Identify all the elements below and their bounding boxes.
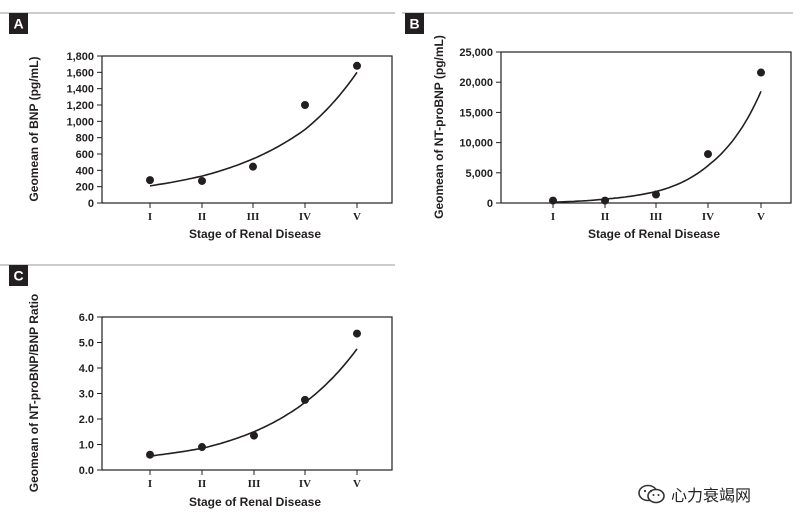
x-tick-label: V <box>757 211 765 223</box>
y-tick-label: 0.0 <box>79 465 94 477</box>
chart-panel-a: A 0 200 400 600 800 1,000 1,200 1,400 1,600 1,800 I… <box>0 12 395 241</box>
data-point <box>301 395 309 404</box>
y-tick-label: 0 <box>487 198 493 210</box>
data-point <box>549 196 557 205</box>
panel-letter: B <box>409 16 419 32</box>
x-axis-title: Stage of Renal Disease <box>189 227 321 241</box>
x-tick-label: V <box>353 211 361 223</box>
y-tick-label: 5.0 <box>79 338 94 350</box>
data-point <box>353 61 361 70</box>
x-axis-title: Stage of Renal Disease <box>189 495 321 509</box>
x-tick-label: I <box>148 211 152 223</box>
fit-curve <box>149 71 358 187</box>
y-axis-title: Geomean of BNP (pg/mL) <box>27 56 41 201</box>
y-tick-label: 400 <box>76 165 94 177</box>
y-tick-label: 1,400 <box>66 84 94 96</box>
y-tick-label: 6.0 <box>79 312 94 324</box>
y-tick-label: 1.0 <box>79 440 94 452</box>
x-tick-label: IV <box>299 478 311 490</box>
plot-frame <box>101 55 393 204</box>
x-tick-label: V <box>353 478 361 490</box>
y-tick-label: 25,000 <box>459 47 493 59</box>
data-point <box>353 329 361 338</box>
data-point <box>704 150 712 159</box>
x-tick-label: IV <box>299 211 311 223</box>
data-point <box>601 196 609 205</box>
fit-curve <box>552 90 762 203</box>
y-tick-label: 0 <box>88 198 94 210</box>
x-tick-label: III <box>248 478 261 490</box>
x-tick-label: II <box>198 478 207 490</box>
data-point <box>301 101 309 109</box>
x-tick-label: I <box>148 478 152 490</box>
y-tick-label: 800 <box>76 133 94 145</box>
data-point <box>146 176 154 185</box>
data-point <box>198 443 206 452</box>
x-tick-label: I <box>551 211 555 223</box>
data-point <box>757 68 765 77</box>
panel-badge <box>9 13 28 34</box>
y-tick-label: 1,800 <box>66 51 94 63</box>
panel-badge <box>9 265 28 286</box>
y-tick-label: 1,200 <box>66 100 94 112</box>
y-tick-label: 200 <box>76 182 94 194</box>
watermark-text: 心力衰竭网 <box>671 486 752 505</box>
x-tick-label: III <box>650 211 663 223</box>
y-tick-label: 600 <box>76 149 94 161</box>
y-axis-title: Geomean of NT-proBNP/BNP Ratio <box>27 294 41 492</box>
y-tick-label: 5,000 <box>465 168 493 180</box>
y-tick-label: 1,600 <box>66 67 94 79</box>
x-tick-label: IV <box>702 211 714 223</box>
y-tick-label: 1,000 <box>66 116 94 128</box>
plot-frame <box>500 51 792 204</box>
y-tick-label: 2.0 <box>79 414 94 426</box>
panel-letter: C <box>13 268 23 284</box>
fit-curve <box>149 348 358 457</box>
x-axis-title: Stage of Renal Disease <box>588 227 720 241</box>
y-tick-label: 3.0 <box>79 389 94 401</box>
x-tick-label: II <box>601 211 610 223</box>
panel-letter: A <box>13 16 23 32</box>
data-point <box>249 162 257 171</box>
data-point <box>198 176 206 185</box>
data-point <box>652 190 660 199</box>
x-tick-label: III <box>247 211 260 223</box>
y-tick-label: 15,000 <box>459 107 493 119</box>
x-tick-label: II <box>198 211 207 223</box>
y-tick-label: 10,000 <box>459 138 493 150</box>
y-tick-label: 4.0 <box>79 363 94 375</box>
plot-frame <box>101 316 393 471</box>
panel-badge <box>405 13 424 34</box>
wechat-icon <box>638 484 665 504</box>
y-tick-label: 20,000 <box>459 77 493 89</box>
watermark: 心力衰竭网 <box>637 482 751 506</box>
data-point <box>146 450 154 459</box>
y-axis-title: Geomean of NT-proBNP (pg/mL) <box>432 35 446 219</box>
data-point <box>250 431 258 440</box>
